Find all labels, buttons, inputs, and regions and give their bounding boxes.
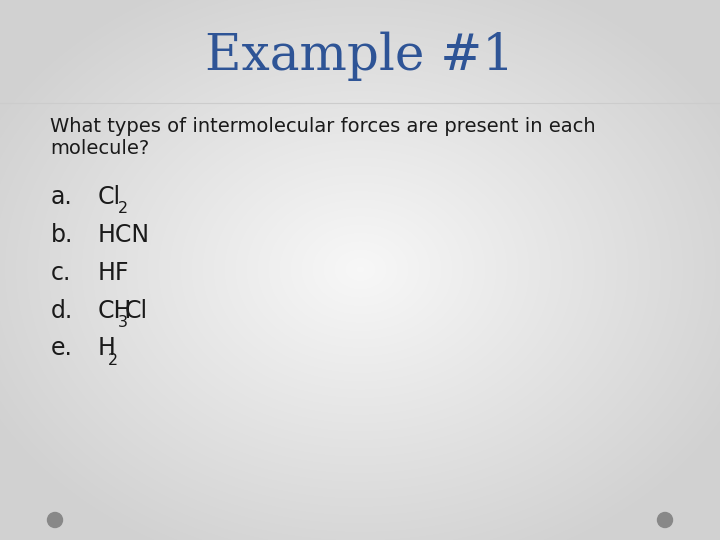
Text: molecule?: molecule?: [50, 139, 150, 158]
Text: CH: CH: [97, 299, 132, 322]
Text: Example #1: Example #1: [205, 32, 515, 82]
Text: 3: 3: [117, 315, 127, 330]
Text: HCN: HCN: [97, 223, 149, 247]
Text: c.: c.: [50, 261, 71, 285]
Text: e.: e.: [50, 336, 72, 360]
Text: What types of intermolecular forces are present in each: What types of intermolecular forces are …: [50, 117, 596, 137]
Text: d.: d.: [50, 299, 73, 322]
Circle shape: [48, 512, 63, 528]
Circle shape: [657, 512, 672, 528]
Text: HF: HF: [97, 261, 129, 285]
Text: b.: b.: [50, 223, 73, 247]
Text: H: H: [97, 336, 115, 360]
Text: a.: a.: [50, 185, 72, 209]
Text: 2: 2: [117, 201, 127, 217]
Text: Cl: Cl: [97, 185, 120, 209]
Text: Cl: Cl: [125, 299, 148, 322]
Text: 2: 2: [107, 353, 117, 368]
